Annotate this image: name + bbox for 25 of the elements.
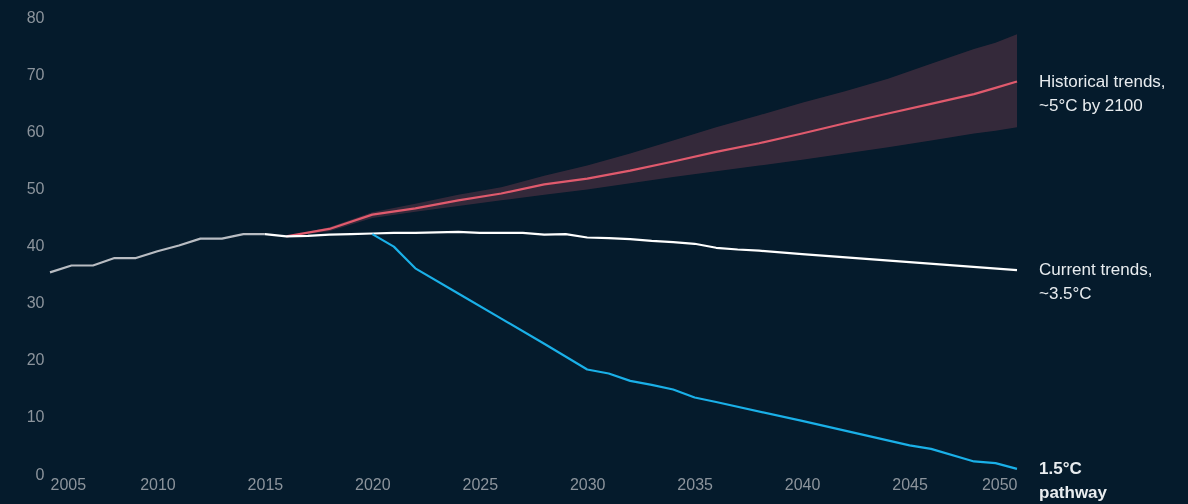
x-tick-label: 2040 bbox=[784, 475, 821, 493]
x-tick-label: 2015 bbox=[247, 475, 284, 493]
x-tick-label: 2050 bbox=[981, 475, 1018, 493]
x-tick-label: 2045 bbox=[892, 475, 928, 493]
y-tick-label: 70 bbox=[26, 65, 45, 83]
y-tick-label: 30 bbox=[26, 294, 45, 312]
y-tick-label: 80 bbox=[26, 8, 45, 26]
y-tick-label: 50 bbox=[26, 179, 45, 197]
y-tick-label: 20 bbox=[26, 351, 45, 369]
line-series bbox=[263, 230, 1019, 272]
series-label: 1.5°C pathway bbox=[1039, 458, 1108, 502]
line-series bbox=[48, 232, 266, 274]
y-tick-label: 40 bbox=[26, 237, 45, 254]
y-tick-label: 10 bbox=[26, 408, 45, 426]
y-tick-label: 0 bbox=[35, 465, 45, 483]
series-label: Historical trends, ~5°C by 2100 bbox=[1039, 71, 1166, 115]
y-tick-label: 60 bbox=[26, 122, 45, 140]
x-tick-label: 2020 bbox=[355, 475, 391, 493]
x-tick-label: 2030 bbox=[569, 475, 606, 493]
x-tick-label: 2010 bbox=[140, 475, 176, 493]
x-tick-label: 2025 bbox=[462, 475, 499, 493]
series-label: Current trends, ~3.5°C bbox=[1039, 260, 1153, 304]
line-series bbox=[371, 232, 1019, 470]
x-tick-label: 2005 bbox=[50, 475, 87, 493]
x-tick-label: 2035 bbox=[677, 475, 714, 493]
